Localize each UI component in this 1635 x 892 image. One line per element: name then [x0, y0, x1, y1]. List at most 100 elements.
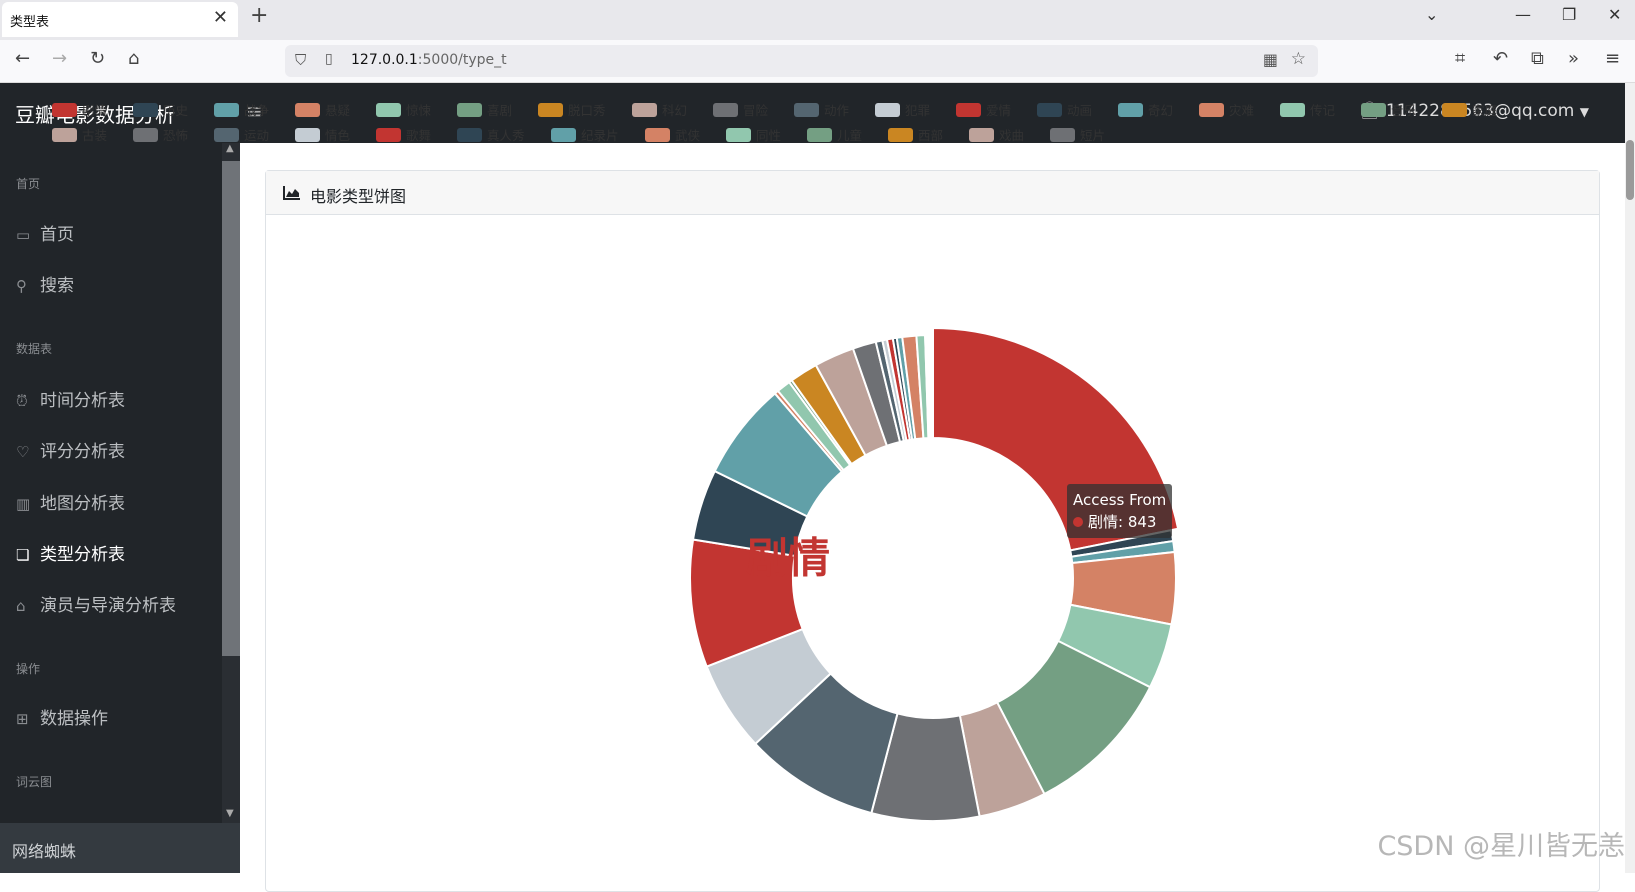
address-bar[interactable]: ⛉ ▯ 127.0.0.1:5000/type_t ▦ ☆	[285, 45, 1318, 77]
sidebar-item-type-analysis[interactable]: ❏ 类型分析表	[16, 540, 125, 565]
legend-item[interactable]: 战争	[214, 100, 269, 119]
legend-item[interactable]: 悬疑	[295, 100, 350, 119]
star-icon[interactable]: ☆	[1290, 49, 1306, 69]
sidebar-item-label: 评分分析表	[40, 442, 125, 462]
scroll-down-icon[interactable]: ▼	[226, 808, 234, 819]
new-tab-icon[interactable]: +	[250, 3, 269, 28]
legend-label: 动画	[1067, 103, 1093, 118]
legend-item[interactable]: 恐怖	[133, 125, 188, 144]
sidebar-item-label: 首页	[40, 225, 74, 245]
sidebar-item-label: 演员与导演分析表	[40, 596, 176, 616]
legend-swatch	[969, 128, 994, 142]
legend-item[interactable]: 传记	[1280, 100, 1335, 119]
sidebar-item-search[interactable]: ⚲ 搜索	[16, 271, 74, 296]
legend-item[interactable]: 科幻	[632, 100, 687, 119]
legend-swatch	[1037, 103, 1062, 117]
legend-label: 剧情	[82, 103, 108, 118]
legend-item[interactable]: 历史	[133, 100, 188, 119]
legend-item[interactable]: 武侠	[645, 125, 700, 144]
legend-label: 脱口秀	[568, 103, 606, 118]
page-scrollbar-thumb[interactable]	[1626, 140, 1634, 200]
back-icon[interactable]: ←	[15, 48, 31, 69]
legend-swatch	[52, 103, 77, 117]
legend-item[interactable]: 纪录片	[551, 125, 619, 144]
legend-item[interactable]: 运动	[214, 125, 269, 144]
scroll-up-icon[interactable]: ▲	[226, 143, 234, 154]
tooltip-title: Access From	[1073, 491, 1167, 509]
sidebar-item-rating-analysis[interactable]: ♡ 评分分析表	[16, 437, 125, 462]
legend-item[interactable]: 动作	[794, 100, 849, 119]
legend-item[interactable]: 短片	[1050, 125, 1105, 144]
chevron-down-icon[interactable]: ⌄	[1425, 5, 1439, 24]
undo-icon[interactable]: ↶	[1493, 48, 1509, 69]
legend-item[interactable]: 奇幻	[1118, 100, 1173, 119]
sidebar-item-time-analysis[interactable]: ⏰︎ 时间分析表	[16, 386, 125, 411]
alarm-clock-icon: ⏰︎	[16, 392, 28, 410]
legend-item[interactable]: 古装	[52, 125, 107, 144]
legend-label: 奇幻	[1148, 103, 1174, 118]
legend-label: 情色	[325, 128, 351, 143]
sidebar-item-map-analysis[interactable]: ▥ 地图分析表	[16, 489, 125, 514]
sidebar-item-label: 类型分析表	[40, 545, 125, 565]
extensions-icon[interactable]: ⧉	[1531, 48, 1544, 69]
close-icon[interactable]: ✕	[212, 7, 228, 28]
legend-item[interactable]: 同性	[726, 125, 781, 144]
sidebar-scrollbar-thumb[interactable]	[222, 161, 240, 656]
page-icon: ▯	[325, 51, 333, 67]
legend-label: 戏曲	[999, 128, 1025, 143]
legend-swatch	[551, 128, 576, 142]
sidebar-item-actor-director-analysis[interactable]: ⌂ 演员与导演分析表	[16, 591, 176, 616]
legend-item[interactable]: 儿童	[807, 125, 862, 144]
crop-icon[interactable]: ⌗	[1455, 48, 1466, 69]
legend-swatch	[52, 128, 77, 142]
overflow-icon[interactable]: »	[1568, 48, 1580, 69]
legend-swatch	[632, 103, 657, 117]
legend-swatch	[956, 103, 981, 117]
hamburger-icon[interactable]: ≡	[246, 99, 263, 123]
sidebar-heading: 操作	[16, 662, 41, 676]
legend-swatch	[214, 128, 239, 142]
legend-swatch	[875, 103, 900, 117]
legend-item[interactable]: 冒险	[713, 100, 768, 119]
watermark-text: CSDN @星川皆无恙	[1377, 831, 1625, 862]
legend-item[interactable]: 剧情	[52, 100, 107, 119]
qr-code-icon[interactable]: ▦	[1262, 50, 1278, 69]
legend-item[interactable]: 真人秀	[457, 125, 525, 144]
legend-item[interactable]: 喜剧	[457, 100, 512, 119]
browser-tab[interactable]: 类型表 ✕	[2, 2, 238, 37]
pie-chart[interactable]	[0, 0, 1635, 873]
url-path: :5000/type_t	[417, 52, 507, 68]
legend-item[interactable]: 惊悚	[376, 100, 431, 119]
legend-item[interactable]: 犯罪	[875, 100, 930, 119]
page-scrollbar[interactable]	[1625, 83, 1635, 873]
sidebar-item-home[interactable]: ▭ 首页	[16, 220, 74, 245]
home-icon[interactable]: ⌂	[128, 48, 140, 69]
legend-item[interactable]: 家庭	[1442, 100, 1497, 119]
reload-icon[interactable]: ↻	[90, 48, 106, 69]
sidebar-item-data-ops[interactable]: ⊞ 数据操作	[16, 704, 108, 729]
legend-item[interactable]: 戏曲	[969, 125, 1024, 144]
tab-title: 类型表	[10, 15, 50, 30]
window-close-icon[interactable]: ✕	[1608, 5, 1622, 24]
legend-label: 西部	[918, 128, 944, 143]
legend-item[interactable]: 音乐	[1361, 100, 1416, 119]
legend-item[interactable]: 灾难	[1199, 100, 1254, 119]
bank-icon: ⌂	[16, 597, 26, 615]
legend-label: 冒险	[743, 103, 769, 118]
legend-item[interactable]: 爱情	[956, 100, 1011, 119]
legend-label: 喜剧	[487, 103, 513, 118]
forward-icon[interactable]: →	[52, 48, 68, 69]
legend-item[interactable]: 西部	[888, 125, 943, 144]
legend-item[interactable]: 动画	[1037, 100, 1092, 119]
chart-card: 电影类型饼图	[265, 170, 1600, 892]
pie-slice[interactable]	[930, 333, 934, 440]
minimize-icon[interactable]: —	[1515, 5, 1531, 24]
legend-label: 真人秀	[487, 128, 525, 143]
legend-item[interactable]: 歌舞	[376, 125, 431, 144]
legend-swatch	[214, 103, 239, 117]
legend-item[interactable]: 脱口秀	[538, 100, 606, 119]
legend-swatch	[133, 103, 158, 117]
restore-icon[interactable]: ❐	[1562, 5, 1577, 24]
legend-item[interactable]: 情色	[295, 125, 350, 144]
menu-icon[interactable]: ≡	[1605, 48, 1621, 69]
